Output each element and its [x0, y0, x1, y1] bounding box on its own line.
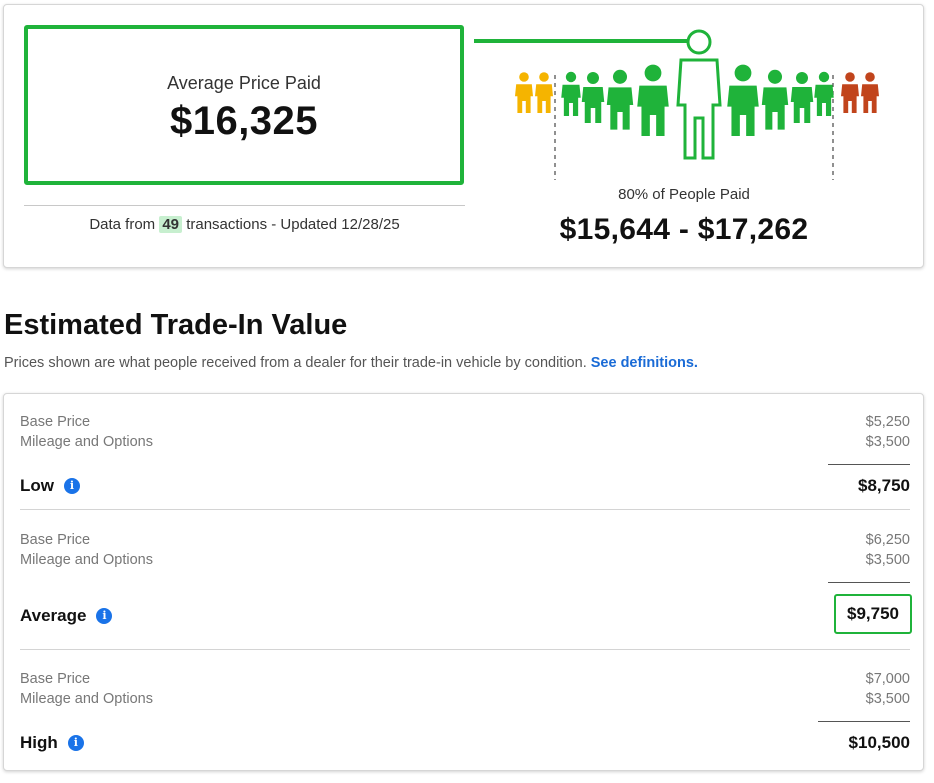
- section-title: Estimated Trade-In Value: [4, 309, 348, 341]
- mileage-options-label: Mileage and Options: [20, 691, 153, 707]
- tier-total-average: $9,750: [834, 594, 912, 634]
- sum-rule: [828, 582, 910, 583]
- info-icon[interactable]: i: [67, 735, 84, 751]
- trade-in-value-card: Base Price $5,250 Mileage and Options $3…: [3, 393, 924, 771]
- divider: [24, 205, 465, 206]
- base-price-amount: $7,000: [865, 671, 910, 687]
- info-icon[interactable]: i: [64, 478, 80, 494]
- section-subtitle-text: Prices shown are what people received fr…: [4, 355, 587, 371]
- base-price-label: Base Price: [20, 671, 91, 687]
- average-price-box: Average Price Paid $16,325: [24, 25, 464, 185]
- mileage-options-amount: $3,500: [865, 552, 910, 568]
- percent-people-paid-label: 80% of People Paid: [618, 186, 750, 203]
- price-distribution-people-graphic: [474, 29, 879, 180]
- mileage-options-row: Mileage and Options $3,500: [20, 552, 910, 568]
- see-definitions-link[interactable]: See definitions.: [590, 355, 698, 371]
- tier-name-low: Low i: [20, 476, 80, 496]
- mileage-options-label: Mileage and Options: [20, 552, 153, 568]
- tier-label: Average: [20, 606, 87, 625]
- tier-label: Low: [20, 476, 54, 495]
- sum-rule: [818, 721, 910, 722]
- tier-divider: [20, 509, 910, 510]
- transaction-count-badge: 49: [159, 216, 183, 233]
- base-price-row: Base Price $6,250: [20, 532, 910, 548]
- mileage-options-amount: $3,500: [865, 434, 910, 450]
- average-price-label: Average Price Paid: [167, 73, 321, 93]
- base-price-label: Base Price: [20, 532, 91, 548]
- price-paid-card: Average Price Paid $16,325 Data from 49 …: [3, 4, 924, 268]
- high-outlier-people: [841, 72, 879, 113]
- base-price-amount: $5,250: [865, 414, 910, 430]
- tier-label: High: [20, 733, 58, 752]
- base-price-label: Base Price: [20, 414, 91, 430]
- section-subtitle: Prices shown are what people received fr…: [4, 355, 698, 371]
- base-price-row: Base Price $7,000: [20, 671, 910, 687]
- base-price-row: Base Price $5,250: [20, 414, 910, 430]
- low-outlier-people: [515, 72, 553, 113]
- tier-name-high: High i: [20, 733, 84, 753]
- info-icon[interactable]: i: [96, 608, 113, 624]
- average-price-value: $16,325: [169, 99, 319, 143]
- tier-divider: [20, 649, 910, 650]
- tier-name-average: Average i: [20, 606, 113, 626]
- base-price-amount: $6,250: [865, 532, 910, 548]
- average-person-outline: [676, 29, 722, 160]
- mileage-options-label: Mileage and Options: [20, 434, 153, 450]
- data-from-prefix: Data from: [89, 216, 156, 233]
- tier-total-high: $10,500: [848, 733, 910, 752]
- tier-total-low: $8,750: [858, 476, 910, 495]
- data-from-suffix: transactions - Updated 12/28/25: [186, 216, 400, 233]
- data-source-note: Data from 49 transactions - Updated 12/2…: [24, 216, 465, 233]
- mileage-options-row: Mileage and Options $3,500: [20, 434, 910, 450]
- mileage-options-row: Mileage and Options $3,500: [20, 691, 910, 707]
- mileage-options-amount: $3,500: [865, 691, 910, 707]
- price-range-value: $15,644 - $17,262: [559, 213, 809, 246]
- sum-rule: [828, 464, 910, 465]
